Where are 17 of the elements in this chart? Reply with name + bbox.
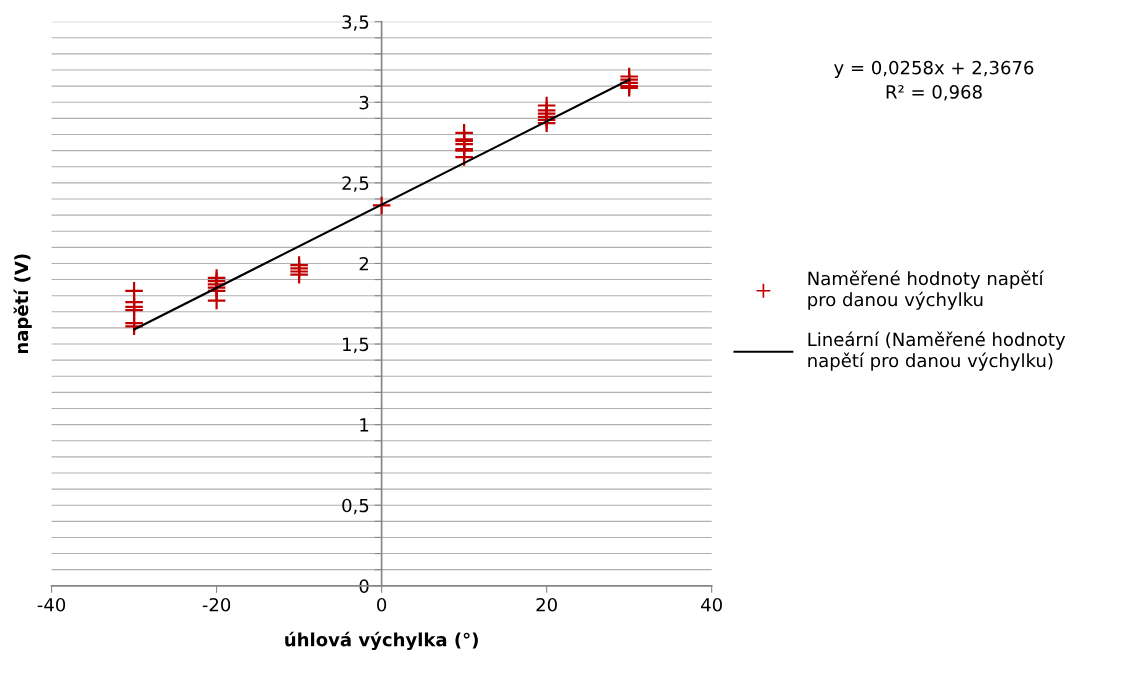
x-tick-label: 40 — [701, 597, 722, 612]
y-tick-label: 3 — [359, 95, 369, 110]
x-axis-title: úhlová výchylka (°) — [285, 631, 478, 651]
y-axis-title: napětí (V) — [13, 254, 32, 354]
y-tick-label: 2,5 — [342, 176, 369, 192]
y-tick-label: 1,5 — [343, 337, 369, 353]
legend-label: Lineární (Naměřené hodnoty napětí pro danou výchylku) — [808, 331, 1066, 371]
y-tick-label: 2 — [359, 256, 368, 271]
y-tick-label: 0,5 — [342, 498, 369, 515]
x-tick-label: 20 — [536, 597, 557, 612]
x-tick-label: -40 — [37, 597, 66, 612]
x-tick-label: 0 — [377, 597, 387, 612]
legend-label: Naměřené hodnoty napětí pro danou výchylku — [808, 270, 1045, 310]
y-tick-label: 3,5 — [342, 15, 369, 31]
text: y = 0,0258x + 2,3676 R² = 0,968 — [834, 60, 1034, 101]
x-tick-label: -20 — [202, 597, 231, 612]
y-tick-label: 1 — [360, 418, 369, 432]
